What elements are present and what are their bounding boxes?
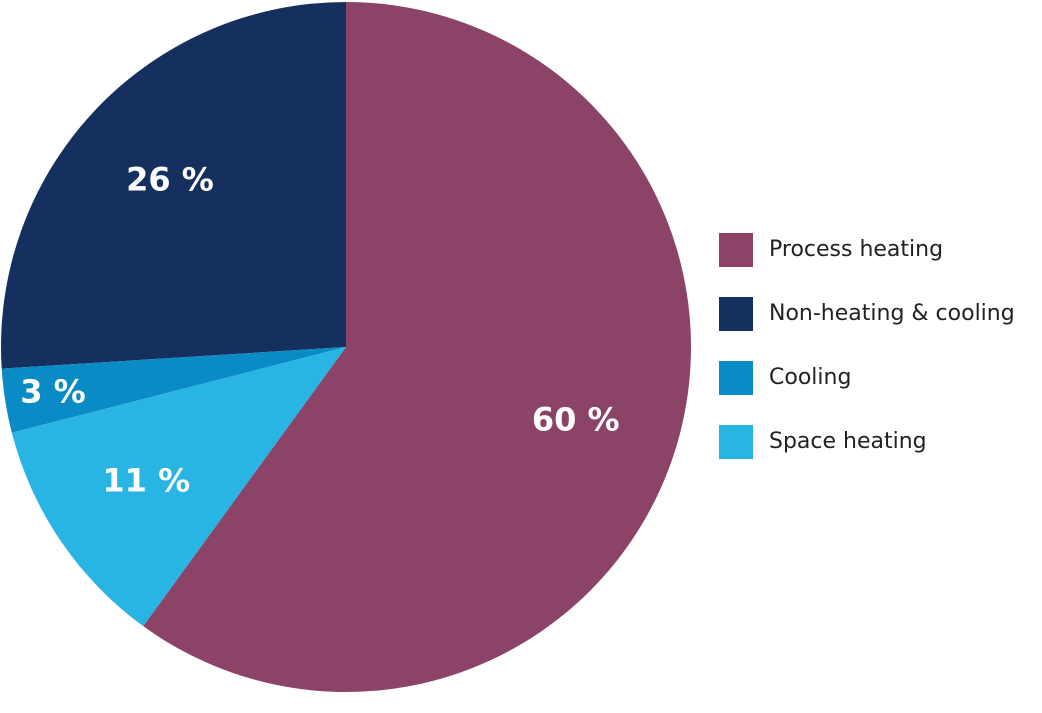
slice-label: 26 % [126,161,214,199]
legend-label: Process heating [769,237,943,262]
pie-slice [1,347,346,433]
slice-label: 11 % [102,462,190,500]
pie-slice [11,347,347,627]
legend-label: Space heating [769,429,927,454]
slice-label: 60 % [532,401,620,439]
legend-swatch [719,297,753,331]
legend-swatch [719,425,753,459]
pie-slice [0,2,346,369]
legend-label: Cooling [769,365,851,390]
pie-slice [143,2,692,692]
legend-swatch [719,361,753,395]
slice-label: 3 % [20,372,85,410]
legend-swatch [719,233,753,267]
legend-label: Non-heating & cooling [769,301,1015,326]
